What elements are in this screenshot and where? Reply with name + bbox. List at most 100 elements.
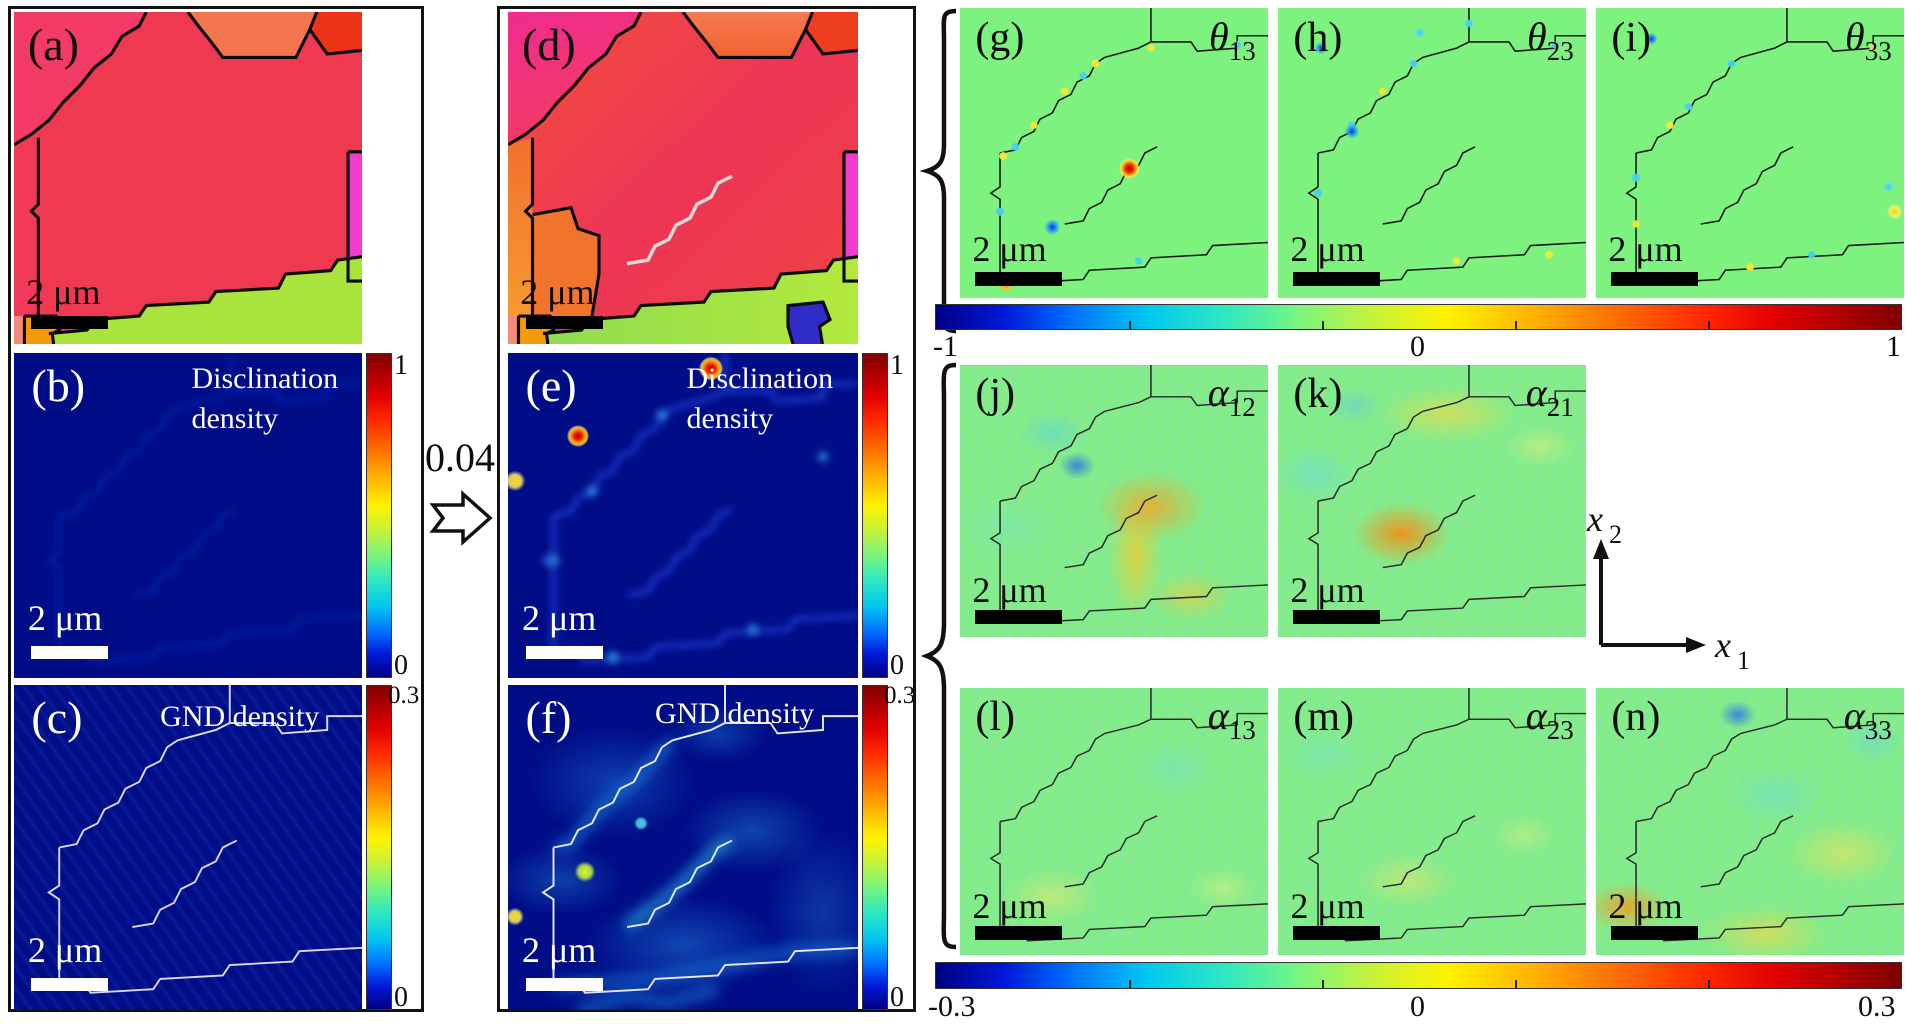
scale-bar — [1611, 925, 1698, 940]
panel-m-letter: (m) — [1293, 694, 1355, 740]
scale-bar-label: 2 μm — [1290, 229, 1365, 270]
scale-bar-label: 2 μm — [27, 598, 103, 638]
panel-l-symbol: α13 — [1207, 693, 1256, 745]
panel-f-colorbar — [862, 685, 888, 1010]
x1-axis-subscript: 1 — [1737, 646, 1750, 675]
panel-h-theta23-map: (h) θ23 2 μm — [1278, 8, 1586, 298]
panel-k-letter: (k) — [1293, 371, 1343, 418]
panel-n-letter: (n) — [1611, 694, 1661, 740]
theta-colorbar-mid: 0 — [1410, 330, 1425, 363]
scale-bar-label: 2 μm — [520, 272, 595, 313]
colorbar-tick — [1515, 321, 1517, 329]
panel-f-colorbar-min: 0 — [890, 982, 904, 1013]
colorbar-tick — [1129, 321, 1131, 329]
panel-h-symbol: θ23 — [1527, 13, 1574, 66]
scale-bar-label: 2 μm — [972, 569, 1047, 610]
panel-j-letter: (j) — [975, 371, 1016, 418]
panel-e-colorbar — [862, 353, 888, 678]
panel-b-letter: (b) — [31, 359, 86, 411]
scale-bar — [31, 315, 108, 329]
panel-f-title: GND density — [655, 696, 815, 730]
panel-n-symbol: α33 — [1843, 693, 1892, 745]
panel-b-title-line2: density — [191, 402, 279, 436]
scale-bar — [525, 645, 603, 659]
x2-axis-label: x — [1586, 499, 1603, 539]
panel-i-symbol: θ33 — [1845, 13, 1892, 66]
panel-g-theta13-map: (g) θ13 2 μm — [960, 8, 1268, 298]
theta-colorbar-min: -1 — [933, 330, 958, 363]
panel-c-gnd-map: (c) GND density 2 μm — [14, 685, 362, 1010]
panel-d-letter: (d) — [522, 18, 576, 70]
panel-n-alpha33-map: (n) α33 2 μm — [1596, 688, 1904, 955]
panel-c-title: GND density — [160, 700, 320, 733]
scale-bar — [31, 977, 108, 991]
panel-g-letter: (g) — [975, 14, 1025, 61]
scale-bar — [525, 315, 603, 329]
panel-e-colorbar-min: 0 — [890, 650, 904, 681]
scale-bar — [525, 977, 603, 991]
theta-row-brace-icon — [919, 8, 957, 334]
panel-l-letter: (l) — [975, 694, 1016, 740]
panel-m-symbol: α23 — [1525, 693, 1574, 745]
panel-g-symbol: θ13 — [1209, 13, 1256, 66]
scale-bar-label: 2 μm — [26, 272, 101, 313]
panel-e-boundaries — [508, 353, 858, 663]
alpha-colorbar-min: -0.3 — [928, 990, 976, 1023]
scale-bar-label: 2 μm — [972, 229, 1047, 270]
theta-colorbar — [935, 304, 1902, 330]
colorbar-tick — [1322, 321, 1324, 329]
panel-f-colorbar-max: 0.3 — [884, 682, 916, 709]
scale-bar — [1611, 271, 1698, 286]
colorbar-tick — [1322, 980, 1324, 988]
panel-m-alpha23-map: (m) α23 2 μm — [1278, 688, 1586, 955]
panel-b-colorbar-min: 0 — [394, 650, 408, 681]
panel-a-grains — [14, 12, 362, 344]
alpha-colorbar-max: 0.3 — [1858, 990, 1896, 1023]
panel-e-letter: (e) — [525, 359, 577, 411]
panel-e-disclination-map: (e) Disclination density 2 μm — [508, 353, 858, 678]
block-arrow-icon — [429, 490, 493, 546]
x1-axis-label: x — [1714, 625, 1731, 665]
panel-f-gnd-map: (f) GND density 2 μm — [508, 685, 858, 1010]
scale-bar-label: 2 μm — [27, 930, 103, 970]
x2-axis-subscript: 2 — [1609, 520, 1622, 549]
scale-bar-label: 2 μm — [1290, 886, 1365, 927]
scale-bar-label: 2 μm — [522, 598, 597, 638]
panel-e-title-line2: density — [686, 402, 774, 436]
colorbar-tick — [1708, 980, 1710, 988]
panel-c-colorbar — [366, 685, 392, 1010]
scale-bar — [975, 925, 1062, 940]
scale-bar — [1293, 925, 1380, 940]
panel-i-boundaries — [1625, 8, 1904, 285]
panel-d-orientation-map: (d) 2 μm — [508, 12, 858, 344]
panel-a-orientation-map: (a) 2 μm — [14, 12, 362, 344]
panel-e-colorbar-max: 1 — [890, 350, 904, 381]
panel-j-symbol: α12 — [1207, 370, 1256, 423]
panel-b-disclination-map: (b) Disclination density 2 μm — [14, 353, 362, 678]
panel-b-colorbar — [366, 353, 392, 678]
panel-f-boundaries — [508, 685, 858, 1010]
panel-a-letter: (a) — [27, 18, 79, 70]
panel-h-letter: (h) — [1293, 14, 1343, 61]
panel-k-alpha21-map: (k) α21 2 μm — [1278, 365, 1586, 637]
scale-bar-label: 2 μm — [522, 930, 597, 970]
panel-c-colorbar-max: 0.3 — [388, 682, 420, 709]
scale-bar — [1293, 271, 1380, 286]
scale-bar — [975, 609, 1062, 624]
panel-i-theta33-map: (i) θ33 2 μm — [1596, 8, 1904, 298]
arrow-value-label: 0.04 — [425, 435, 495, 480]
panel-h-boundaries — [1307, 8, 1586, 285]
panel-f-letter: (f) — [525, 691, 572, 743]
panel-b-colorbar-max: 1 — [394, 350, 408, 381]
scale-bar — [975, 271, 1062, 286]
alpha-rows-brace-icon — [920, 362, 957, 950]
scale-bar — [1293, 609, 1380, 624]
panel-d-grains — [508, 12, 858, 344]
scale-bar-label: 2 μm — [1608, 886, 1683, 927]
colorbar-tick — [1129, 980, 1131, 988]
colorbar-tick — [1515, 980, 1517, 988]
panel-k-symbol: α21 — [1525, 370, 1574, 423]
panel-i-letter: (i) — [1611, 14, 1652, 61]
colorbar-tick — [1708, 321, 1710, 329]
